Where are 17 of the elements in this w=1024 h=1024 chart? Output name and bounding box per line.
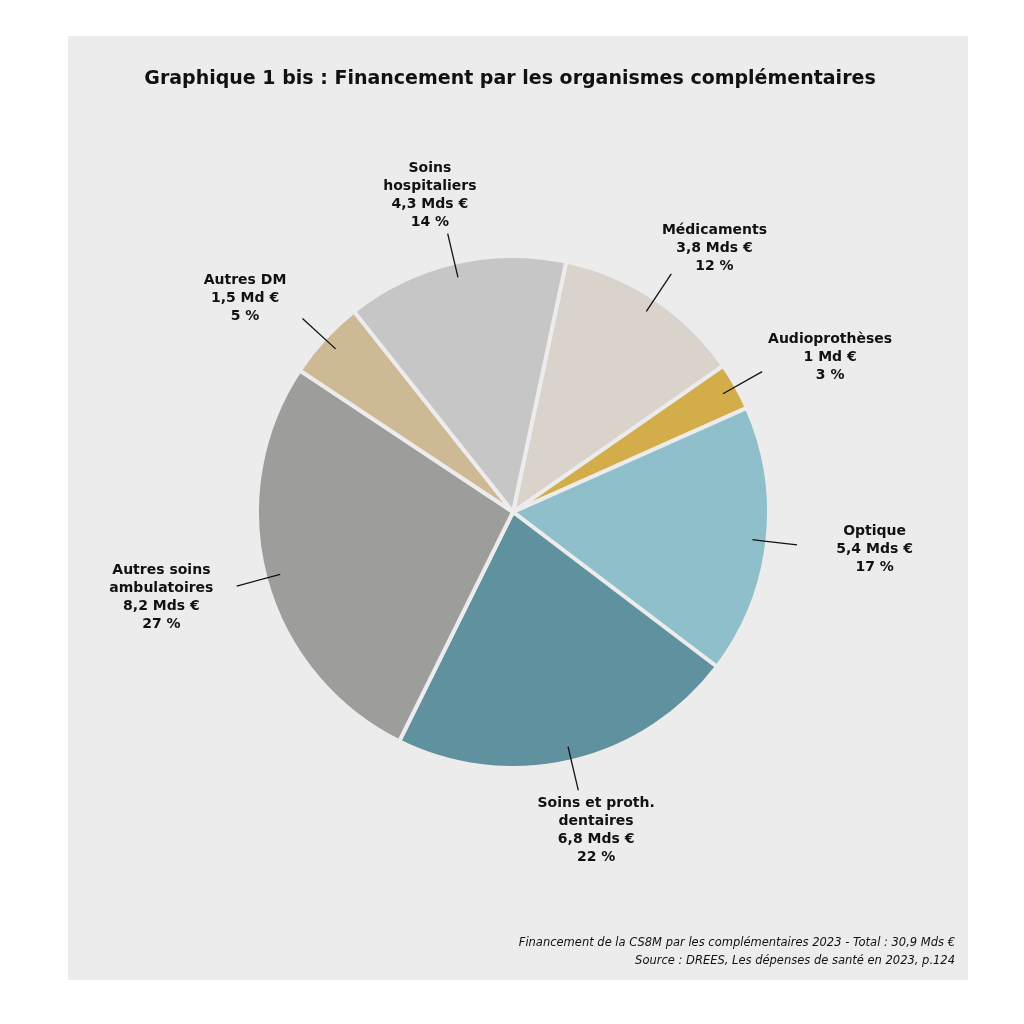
data-label: 1 Md € 3 % [803, 347, 857, 382]
data-label: 5,4 Mds € 17 % [836, 539, 913, 574]
slice-label: Soins hospitaliers [383, 159, 477, 194]
slice-label: Médicaments [661, 221, 767, 238]
data-label: 3,8 Mds € 12 % [676, 239, 753, 274]
chart-title: Graphique 1 bis : Financement par les organismes complémentaires [144, 66, 876, 88]
source-note: Source : DREES, Les dépenses de santé en 2023, p.124 [635, 953, 955, 967]
slice-label: Autres DM [203, 270, 287, 287]
data-label: 4,3 Mds € 14 % [391, 195, 469, 230]
data-label: 6,8 Mds € 22 % [557, 829, 635, 864]
slice-label: Autres soins ambulatoires [109, 560, 214, 595]
data-label: 8,2 Mds € 27 % [123, 596, 200, 631]
text: Financement de la CS8M par les complémentaires 2023 - Total : 30,9 Mds € [518, 935, 955, 949]
slice-label: Soins et proth. dentaires [537, 793, 655, 828]
data-label: 1,5 Md € 5 % [210, 288, 280, 323]
slice-label: Optique [843, 521, 907, 538]
slice-label: Audioprothèses [768, 329, 893, 346]
